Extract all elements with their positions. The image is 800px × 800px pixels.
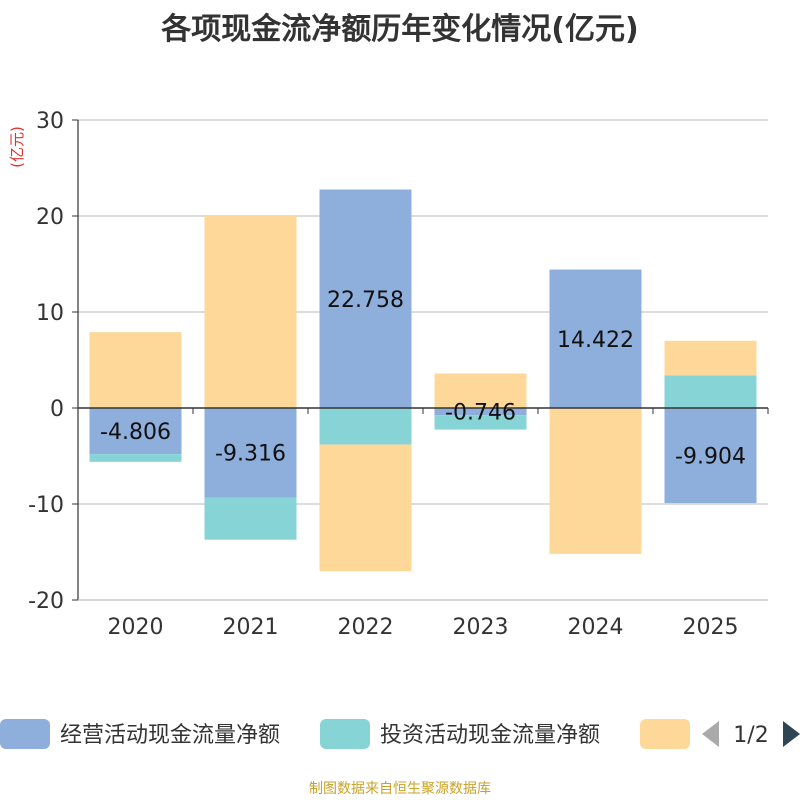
y-tick-label: 10 [36,301,64,326]
data-label: -4.806 [100,420,171,445]
bar-1-2022 [319,189,412,408]
y-axis-label: (亿元) [8,126,26,168]
x-tick-label: 2022 [338,615,394,640]
bar-3-2025 [664,340,757,376]
legend: 经营活动现金流量净额 投资活动现金流量净额 1/2 [0,719,800,749]
x-tick-label: 2020 [108,615,164,640]
y-tick-label: -10 [28,493,64,518]
legend-swatch-2 [320,719,370,749]
bar-3-2024 [549,408,642,554]
bar-layer [89,189,757,572]
data-label: 22.758 [327,288,404,313]
y-tick-label: 0 [50,397,64,422]
bar-1-2025 [664,408,757,504]
bar-3-2022 [319,444,412,572]
legend-prev-arrow-icon[interactable] [702,721,719,747]
chart-title: 各项现金流净额历年变化情况(亿元) [161,12,639,47]
data-label: -9.316 [215,442,286,467]
x-tick-label: 2023 [453,615,509,640]
bar-2-2025 [664,375,757,408]
bar-3-2020 [89,332,182,408]
axis-layer: -20 -10 0 10 20 30 2020 2021 2022 2023 2024 2025 [28,109,769,640]
data-label: -0.746 [445,401,516,426]
legend-label-1: 经营活动现金流量净额 [60,723,280,748]
bar-2-2021 [204,497,297,540]
data-label: -9.904 [675,445,746,470]
data-label: 14.422 [557,328,634,353]
source-note: 制图数据来自恒生聚源数据库 [309,781,491,797]
legend-swatch-1 [0,719,50,749]
x-tick-label: 2021 [223,615,279,640]
y-tick-label: 30 [36,109,64,134]
legend-page-indicator: 1/2 [733,723,768,748]
x-tick-label: 2024 [568,615,624,640]
bar-3-2021 [204,216,297,408]
legend-label-2: 投资活动现金流量净额 [380,723,600,748]
legend-swatch-3 [640,719,690,749]
label-layer: -4.806 -9.316 22.758 -0.746 14.422 -9.904 [100,288,746,470]
bar-3-2023 [434,373,527,408]
bar-2-2022 [319,408,412,445]
bar-1-2024 [549,269,642,408]
bar-1-2020 [89,408,182,455]
legend-next-arrow-icon[interactable] [783,721,800,747]
bar-2-2023 [434,415,527,430]
y-tick-label: 20 [36,205,64,230]
y-tick-label: -20 [28,589,64,614]
bar-1-2023 [434,408,527,416]
bar-2-2020 [89,454,182,462]
x-tick-label: 2025 [683,615,739,640]
bar-1-2021 [204,408,297,498]
